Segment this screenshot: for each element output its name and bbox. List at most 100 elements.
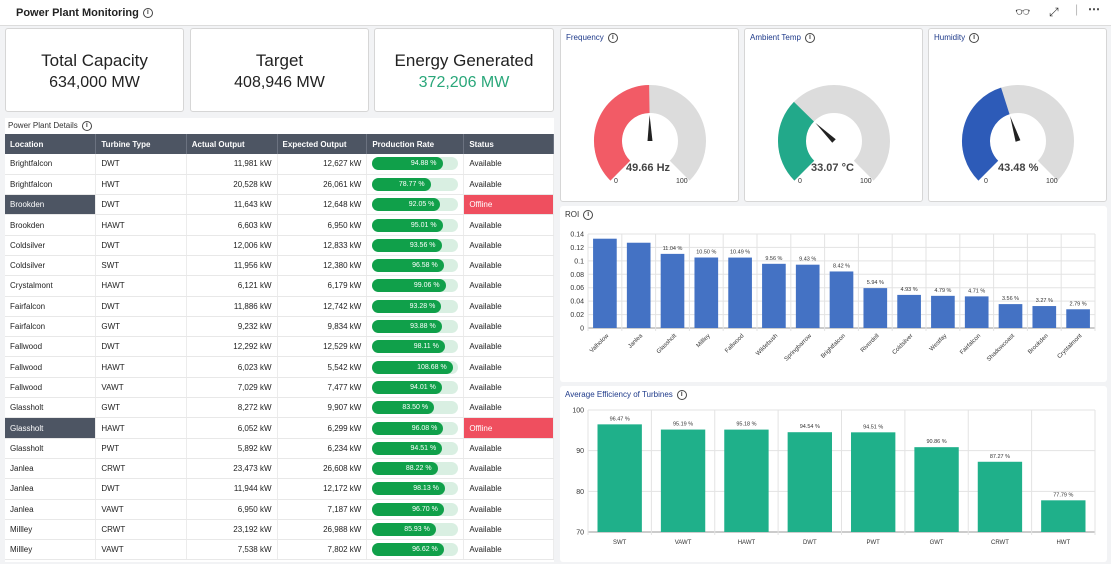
production-rate-fill: 96.62 %	[372, 543, 444, 557]
bar[interactable]	[660, 253, 685, 328]
data-label: 11.04 %	[663, 246, 683, 252]
x-tick-label: GWT	[930, 540, 944, 546]
table-row[interactable]: Glassholt GWT 8,272 kW 9,907 kW 83.50 % Avail…	[5, 397, 554, 419]
table-row[interactable]: Coldsilver SWT 11,956 kW 12,380 kW 96.58 % Av…	[5, 255, 554, 277]
bar[interactable]	[964, 296, 989, 328]
data-label: 4.93 %	[901, 287, 918, 293]
panel-title: Power Plant Details i	[8, 121, 92, 131]
column-header[interactable]: Location	[5, 134, 97, 154]
bar[interactable]	[728, 257, 752, 328]
production-rate-fill: 94.01 %	[372, 380, 442, 394]
bar[interactable]	[998, 304, 1023, 328]
ambient-temp-gauge	[778, 85, 890, 181]
column-header[interactable]: Expected Output	[277, 134, 368, 154]
expected-output-cell: 26,608 kW	[277, 458, 368, 480]
bar[interactable]	[977, 461, 1023, 532]
bar[interactable]	[931, 295, 955, 328]
table-row[interactable]: Millley CRWT 23,192 kW 26,988 kW 85.93 % Avai…	[5, 519, 554, 541]
column-header[interactable]: Production Rate	[366, 134, 465, 154]
table-row[interactable]: Janlea CRWT 23,473 kW 26,608 kW 88.22 % Avail…	[5, 458, 554, 480]
data-label: 8.42 %	[833, 263, 850, 269]
bar[interactable]	[1032, 306, 1057, 328]
turbine-type-cell: VAWT	[95, 499, 187, 520]
table-row[interactable]: Millley VAWT 7,538 kW 7,802 kW 96.62 % Availa…	[5, 539, 554, 561]
info-icon[interactable]: i	[676, 390, 687, 400]
production-rate-cell: 99.06 %	[366, 275, 465, 297]
gauge-fill	[778, 101, 815, 181]
bar[interactable]	[851, 432, 896, 532]
production-rate-fill: 93.28 %	[372, 299, 442, 313]
column-header[interactable]: Turbine Type	[95, 134, 187, 154]
production-rate-cell: 96.62 %	[366, 539, 465, 561]
table-row[interactable]: Crystalmont HAWT 6,121 kW 6,179 kW 99.06 % Av…	[5, 275, 554, 297]
table-row[interactable]: Brookden DWT 11,643 kW 12,648 kW 92.05 % Offl…	[5, 194, 554, 216]
table-row[interactable]: Fairfalcon GWT 9,232 kW 9,834 kW 93.88 % Avai…	[5, 316, 554, 338]
bar[interactable]	[914, 447, 959, 532]
table-row[interactable]: Janlea DWT 11,944 kW 12,172 kW 98.13 % Availa…	[5, 478, 554, 500]
info-icon[interactable]: i	[969, 33, 980, 43]
location-cell: Fairfalcon	[5, 296, 97, 317]
bar[interactable]	[626, 242, 651, 328]
table-row[interactable]: Brightfalcon HWT 20,528 kW 26,061 kW 78.77 %…	[5, 174, 554, 196]
column-header[interactable]: Status	[463, 134, 554, 154]
status-cell: Available	[463, 154, 554, 175]
table-row[interactable]: Fallwood DWT 12,292 kW 12,529 kW 98.11 % Avai…	[5, 336, 554, 358]
table-row[interactable]: Coldsilver DWT 12,006 kW 12,833 kW 93.56 % Av…	[5, 235, 554, 256]
column-header[interactable]: Actual Output	[186, 134, 278, 154]
expected-output-cell: 12,529 kW	[277, 336, 368, 358]
actual-output-cell: 12,006 kW	[186, 235, 278, 256]
bar[interactable]	[762, 263, 786, 328]
expected-output-cell: 7,802 kW	[277, 539, 368, 561]
bar[interactable]	[829, 271, 854, 328]
expand-icon[interactable]: ⤢	[1049, 5, 1059, 19]
table-row[interactable]: Fallwood HAWT 6,023 kW 5,542 kW 108.68 % Avai…	[5, 356, 554, 378]
humidity-gauge-card: Humidity i 43.48 % 0 100	[928, 28, 1107, 202]
bar[interactable]	[795, 264, 820, 328]
table-row[interactable]: Brightfalcon DWT 11,981 kW 12,627 kW 94.88 %…	[5, 154, 554, 175]
bar[interactable]	[694, 257, 719, 329]
y-tick-label: 0.14	[570, 232, 584, 239]
title-bar: Power Plant Monitoring i 👓︎ ⤢ | ⋯	[0, 0, 1111, 26]
status-cell: Available	[463, 377, 554, 399]
y-tick-label: 70	[576, 530, 584, 537]
bar[interactable]	[787, 432, 832, 532]
turbine-type-cell: DWT	[95, 336, 187, 358]
y-tick-label: 90	[576, 448, 584, 455]
expected-output-cell: 6,299 kW	[277, 417, 368, 439]
table-row[interactable]: Brookden HAWT 6,603 kW 6,950 kW 95.01 % Avail…	[5, 214, 554, 236]
bar[interactable]	[724, 429, 769, 532]
x-tick-label: SWT	[613, 540, 627, 546]
production-rate-bar: 96.62 %	[372, 543, 459, 557]
table-row[interactable]: Janlea VAWT 6,950 kW 7,187 kW 96.70 % Availab…	[5, 499, 554, 520]
bar[interactable]	[660, 429, 706, 532]
info-icon[interactable]: i	[607, 33, 618, 43]
glasses-icon[interactable]: 👓︎	[1015, 5, 1031, 19]
x-tick-label: Brightfalcon	[820, 333, 847, 360]
x-tick-label: PWT	[867, 540, 881, 546]
info-icon[interactable]: i	[805, 33, 815, 43]
more-options-icon[interactable]: ⋯	[1088, 2, 1100, 16]
bar[interactable]	[597, 424, 642, 532]
bar[interactable]	[863, 288, 888, 328]
bar[interactable]	[593, 238, 617, 328]
gauge-title: Ambient Temp	[750, 33, 801, 43]
info-icon[interactable]: i	[142, 8, 153, 19]
production-rate-bar: 96.08 %	[372, 421, 459, 435]
bar[interactable]	[897, 294, 921, 328]
data-label: 4.71 %	[968, 288, 985, 294]
info-icon[interactable]: i	[583, 210, 594, 220]
table-row[interactable]: Glassholt PWT 5,892 kW 6,234 kW 94.51 % Avail…	[5, 438, 554, 459]
table-row[interactable]: Fairfalcon DWT 11,886 kW 12,742 kW 93.28 % Av…	[5, 296, 554, 317]
production-rate-cell: 94.51 %	[366, 438, 465, 459]
turbine-type-cell: GWT	[95, 316, 187, 338]
gauge-needle	[1010, 116, 1021, 142]
table-row[interactable]: Glassholt HAWT 6,052 kW 6,299 kW 96.08 % Offl…	[5, 417, 554, 439]
table-row[interactable]: Fallwood VAWT 7,029 kW 7,477 kW 94.01 % Avail…	[5, 377, 554, 399]
expected-output-cell: 5,542 kW	[277, 356, 368, 378]
status-cell: Offline	[463, 194, 554, 216]
bar[interactable]	[1041, 500, 1086, 532]
bar[interactable]	[1066, 309, 1090, 328]
info-icon[interactable]: i	[81, 121, 92, 131]
status-cell: Available	[463, 255, 554, 277]
turbine-type-cell: DWT	[95, 154, 187, 175]
